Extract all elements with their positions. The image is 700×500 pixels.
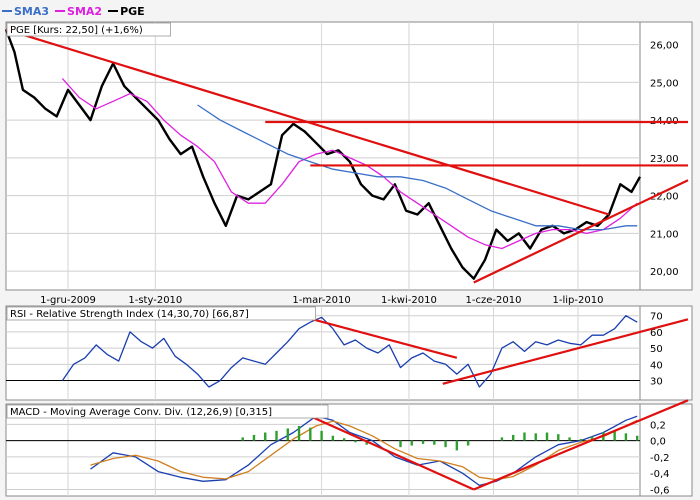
x-tick-label: 1-cze-2010 bbox=[466, 295, 522, 306]
macd-ytick-label: 0,0 bbox=[650, 437, 666, 448]
price-series-pge bbox=[4, 29, 642, 280]
macd-ytick-label: -0,4 bbox=[650, 469, 670, 480]
macd-histogram-bar bbox=[410, 440, 413, 446]
macd-histogram-bar bbox=[579, 439, 583, 441]
macd-panel: -0,6 -0,4 -0,2 0,0 0,2 MACD - Moving Average … bbox=[5, 399, 693, 497]
macd-histogram-bar bbox=[421, 440, 425, 444]
rsi-ytick-label: 70 bbox=[650, 312, 663, 323]
macd-series-signal bbox=[90, 419, 638, 481]
macd-histogram-bar bbox=[613, 430, 616, 441]
price-title-box bbox=[6, 22, 171, 37]
price-series-sma2 bbox=[61, 78, 638, 250]
price-axis-area bbox=[639, 21, 693, 291]
rsi-ytick-label: 40 bbox=[650, 360, 663, 371]
price-ytick-label: 26,00 bbox=[650, 41, 679, 52]
rsi-ytick-label: 60 bbox=[650, 328, 663, 339]
legend-swatch bbox=[108, 10, 119, 12]
legend: SMA3 SMA2 PGE bbox=[2, 2, 151, 20]
legend-item-sma2: SMA2 bbox=[55, 5, 102, 18]
price-ytick-label: 25,00 bbox=[650, 78, 679, 89]
legend-item-pge: PGE bbox=[108, 5, 145, 18]
macd-histogram-bar bbox=[264, 432, 267, 441]
rsi-trendline bbox=[442, 318, 689, 385]
macd-ytick-label: -0,6 bbox=[650, 485, 670, 496]
macd-title-box bbox=[6, 404, 329, 419]
macd-histogram-bar bbox=[309, 427, 312, 441]
price-ytick-label: 20,00 bbox=[650, 267, 679, 278]
price-ytick-label: 21,00 bbox=[650, 229, 679, 240]
macd-histogram-bar bbox=[590, 436, 594, 441]
macd-trendline bbox=[473, 399, 689, 491]
rsi-ytick-label: 30 bbox=[650, 377, 663, 388]
legend-swatch bbox=[2, 10, 12, 12]
macd-panel-title: MACD - Moving Average Conv. Div. (12,26,… bbox=[10, 407, 272, 418]
price-panel-title: PGE [Kurs: 22,50] (+1,6%) bbox=[10, 25, 143, 36]
macd-series-macd bbox=[90, 415, 638, 487]
macd-histogram-bar bbox=[568, 437, 571, 441]
price-series-sma3 bbox=[197, 104, 638, 231]
macd-ytick-label: 0,2 bbox=[650, 420, 666, 431]
macd-histogram-bar bbox=[512, 434, 515, 441]
price-ytick-label: 22,00 bbox=[650, 192, 679, 203]
macd-trendline bbox=[309, 415, 475, 491]
macd-histogram-bar bbox=[444, 440, 447, 448]
macd-plot-area bbox=[5, 403, 641, 497]
macd-histogram-bar bbox=[297, 425, 301, 441]
macd-ytick-label: -0,2 bbox=[650, 453, 670, 464]
macd-histogram-bar bbox=[275, 430, 278, 441]
rsi-ytick-label: 50 bbox=[650, 344, 663, 355]
macd-histogram-bar bbox=[342, 438, 346, 441]
macd-histogram-bar bbox=[545, 432, 549, 441]
rsi-title-box bbox=[6, 306, 316, 321]
x-tick-label: 1-lip-2010 bbox=[553, 295, 604, 306]
macd-histogram-bar bbox=[286, 428, 289, 441]
legend-item-sma3: SMA3 bbox=[2, 5, 49, 18]
rsi-trendline bbox=[298, 314, 458, 359]
macd-histogram-bar bbox=[241, 437, 244, 441]
x-tick-label: 1-mar-2010 bbox=[292, 295, 350, 306]
rsi-panel-title: RSI - Relative Strength Index (14,30,70)… bbox=[10, 309, 249, 320]
macd-histogram-bar bbox=[624, 433, 628, 441]
macd-histogram-bar bbox=[635, 435, 639, 441]
x-tick-label: 1-gru-2009 bbox=[40, 295, 96, 306]
price-ytick-label: 23,00 bbox=[650, 154, 679, 165]
macd-histogram-bar bbox=[320, 430, 323, 441]
legend-label: SMA3 bbox=[14, 4, 50, 18]
rsi-series-rsi bbox=[61, 315, 638, 388]
x-tick-label: 1-sty-2010 bbox=[128, 295, 182, 306]
macd-histogram-bar bbox=[455, 440, 459, 451]
price-plot-area bbox=[5, 21, 641, 291]
legend-label: PGE bbox=[120, 4, 145, 18]
macd-histogram-bar bbox=[557, 434, 560, 441]
macd-histogram-bar bbox=[252, 434, 256, 441]
price-trendline bbox=[473, 179, 689, 284]
legend-label: SMA2 bbox=[67, 4, 103, 18]
macd-histogram-bar bbox=[354, 440, 357, 443]
x-tick-label: 1-kwi-2010 bbox=[381, 295, 437, 306]
legend-swatch bbox=[55, 10, 66, 12]
macd-histogram-bar bbox=[466, 440, 470, 446]
macd-histogram-bar bbox=[399, 440, 402, 448]
macd-histogram-bar bbox=[331, 435, 335, 441]
macd-histogram-bar bbox=[500, 437, 504, 441]
macd-axis-area bbox=[639, 403, 693, 497]
macd-histogram-bar bbox=[534, 433, 537, 441]
macd-histogram-bar bbox=[433, 440, 436, 445]
macd-histogram-bar bbox=[523, 432, 526, 441]
rsi-panel: 30 40 50 60 70 RSI - Relative Strength Index … bbox=[5, 305, 693, 401]
